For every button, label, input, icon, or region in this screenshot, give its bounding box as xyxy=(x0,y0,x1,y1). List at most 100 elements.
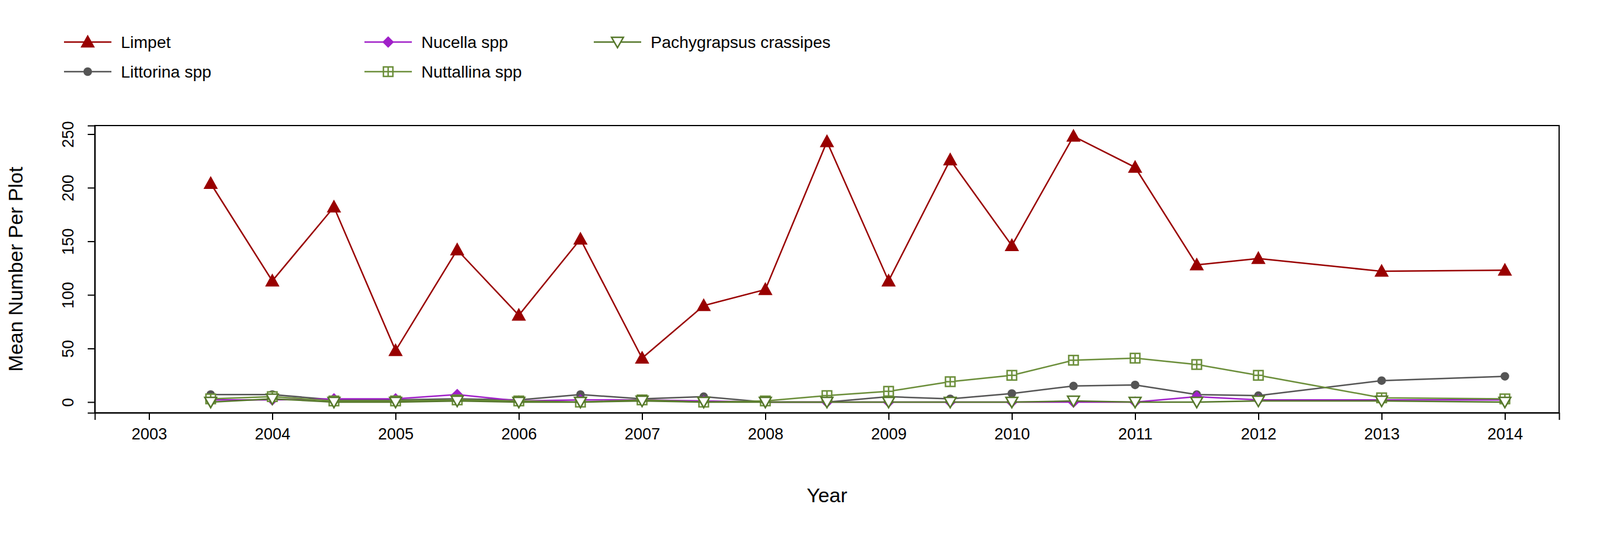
x-tick-label: 2009 xyxy=(871,425,907,444)
point-group xyxy=(1005,240,1018,251)
y-tick-label: 100 xyxy=(59,282,78,309)
point-group xyxy=(759,283,772,295)
x-tick-mark xyxy=(765,413,767,421)
x-tick-mark xyxy=(1504,413,1506,421)
point-group xyxy=(1068,355,1078,366)
point-group xyxy=(389,344,402,356)
point-group xyxy=(1067,130,1080,142)
point xyxy=(389,344,402,356)
point xyxy=(883,386,894,397)
x-tick: 2010 xyxy=(994,413,1030,444)
point-group xyxy=(1008,389,1016,398)
point-group xyxy=(945,377,955,387)
x-tick-mark xyxy=(272,413,274,421)
x-tick: 2011 xyxy=(1118,413,1153,444)
point-group xyxy=(1069,382,1077,390)
legend-symbol xyxy=(611,37,624,48)
point xyxy=(1498,264,1511,275)
legend: LimpetLittorina sppNucella sppNuttallina… xyxy=(64,33,831,82)
x-tick-label: 2014 xyxy=(1487,425,1523,444)
x-tick-mark xyxy=(641,413,643,421)
point-group xyxy=(205,177,217,189)
point-group xyxy=(1498,397,1511,409)
x-tick-mark xyxy=(888,413,890,421)
point-group xyxy=(328,397,341,409)
point xyxy=(759,283,772,295)
legend-label: Pachygrapsus crassipes xyxy=(650,33,831,52)
y-axis-line xyxy=(87,126,96,414)
plot-area xyxy=(205,130,1512,408)
legend-label: Nuttallina spp xyxy=(421,62,523,82)
x-tick-label: 2004 xyxy=(254,425,291,444)
point xyxy=(1067,396,1080,408)
point xyxy=(1068,355,1078,366)
point-group xyxy=(389,397,402,409)
point xyxy=(1253,370,1263,381)
point xyxy=(1375,265,1388,277)
y-tick-mark xyxy=(87,401,95,403)
x-tick-mark xyxy=(1381,413,1383,421)
point xyxy=(1191,360,1202,370)
x-tick-mark xyxy=(1011,413,1013,421)
point xyxy=(636,352,649,364)
point-group xyxy=(451,396,464,408)
point-group xyxy=(882,397,895,409)
chart: 2003200420052006200720082009201020112012… xyxy=(0,0,1600,533)
legend-symbol xyxy=(383,37,393,47)
y-tick-mark xyxy=(87,241,95,243)
point xyxy=(328,397,341,409)
point xyxy=(1006,370,1017,381)
point-group xyxy=(821,135,834,147)
point xyxy=(882,274,895,286)
point-group xyxy=(636,352,649,364)
point-group xyxy=(1501,372,1509,380)
point-group xyxy=(266,394,279,405)
point-group xyxy=(1006,370,1017,381)
x-tick-mark xyxy=(518,413,520,421)
point xyxy=(944,397,956,409)
point-group xyxy=(944,154,956,165)
series-line xyxy=(210,136,1506,359)
x-tick-mark xyxy=(395,413,397,421)
legend-item: Pachygrapsus crassipes xyxy=(593,33,831,52)
point-group xyxy=(1190,258,1203,270)
point-group xyxy=(328,201,341,213)
y-tick: 50 xyxy=(59,340,95,358)
point xyxy=(1128,161,1141,173)
point xyxy=(574,397,587,409)
point xyxy=(1190,397,1203,409)
series-line xyxy=(210,358,1506,403)
x-tick-label: 2003 xyxy=(131,425,168,444)
point-group xyxy=(1252,252,1264,264)
legend-symbol-group xyxy=(84,68,92,76)
point-group xyxy=(1498,264,1511,275)
point xyxy=(1005,397,1018,409)
point xyxy=(1252,252,1264,264)
plot-frame xyxy=(94,125,1560,414)
point-group xyxy=(1130,353,1140,364)
x-tick: 2004 xyxy=(254,413,291,444)
point-group xyxy=(698,397,710,409)
point-group xyxy=(1067,396,1080,408)
legend-symbol xyxy=(383,66,393,77)
point xyxy=(513,309,526,320)
x-axis: 2003200420052006200720082009201020112012… xyxy=(95,413,1560,444)
y-tick-label: 50 xyxy=(59,340,78,358)
x-tick-label: 2007 xyxy=(624,425,661,444)
point-group xyxy=(1128,161,1141,173)
y-tick-label: 250 xyxy=(59,120,78,148)
legend-symbol xyxy=(84,68,92,76)
point-group xyxy=(1253,370,1263,381)
x-tick-label: 2010 xyxy=(994,425,1030,444)
point xyxy=(574,233,587,245)
x-tick-label: 2013 xyxy=(1364,425,1400,444)
point-group xyxy=(1375,396,1388,408)
legend-item: Limpet xyxy=(64,33,171,52)
legend-item: Nuttallina spp xyxy=(364,62,523,82)
y-tick-label: 0 xyxy=(59,398,78,408)
legend-label: Nucella spp xyxy=(421,33,508,52)
point xyxy=(1130,353,1140,364)
point xyxy=(389,397,402,409)
legend-symbol-group xyxy=(81,36,94,47)
point xyxy=(1190,258,1203,270)
